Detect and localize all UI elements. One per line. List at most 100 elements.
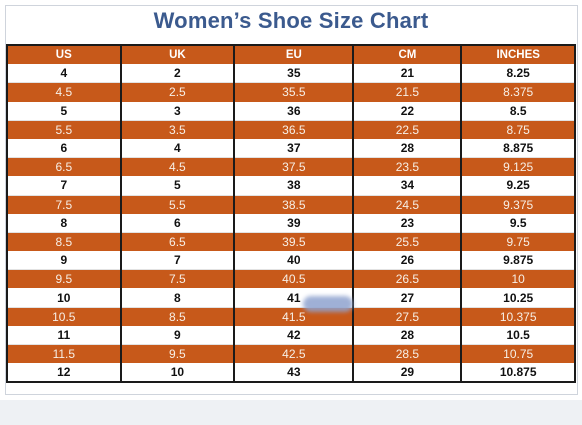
- table-row: 7 5 38 34 9.25: [6, 176, 576, 196]
- cell-cm: 28.5: [352, 344, 463, 364]
- cell-inches: 10.25: [460, 288, 576, 308]
- table-row: 4 2 35 21 8.25: [6, 64, 576, 84]
- cell-eu: 38.5: [233, 195, 355, 214]
- cell-cm: 22.5: [352, 120, 463, 139]
- cell-us: 10: [6, 288, 122, 308]
- cell-cm: 23.5: [352, 157, 463, 177]
- cell-inches: 8.25: [460, 64, 576, 84]
- cell-uk: 7.5: [119, 269, 236, 289]
- cell-inches: 10.5: [460, 325, 576, 345]
- cell-inches: 10: [460, 269, 576, 289]
- table-row: 10.5 8.5 41.5 27.5 10.375: [6, 307, 576, 326]
- cell-cm: 27.5: [352, 307, 463, 326]
- cell-eu: 42.5: [233, 344, 355, 364]
- table-row: 10 8 41 27 10.25: [6, 288, 576, 308]
- cell-cm: 24.5: [352, 195, 463, 214]
- table-row: 8.5 6.5 39.5 25.5 9.75: [6, 232, 576, 252]
- cell-us: 9.5: [6, 269, 122, 289]
- cell-uk: 6.5: [119, 232, 236, 252]
- column-header-uk: UK: [119, 43, 236, 65]
- header-row: US UK EU CM INCHES: [6, 43, 576, 65]
- bottom-margin: [0, 400, 582, 425]
- cell-uk: 10: [119, 363, 236, 384]
- cell-inches: 9.125: [460, 157, 576, 177]
- cell-cm: 21.5: [352, 82, 463, 102]
- cell-cm: 28: [352, 325, 463, 345]
- cell-cm: 25.5: [352, 232, 463, 252]
- cell-us: 11.5: [6, 344, 122, 364]
- cell-us: 10.5: [6, 307, 122, 326]
- cell-inches: 10.875: [460, 363, 576, 384]
- cell-eu: 37.5: [233, 157, 355, 177]
- column-header-us: US: [6, 43, 122, 65]
- cell-us: 8: [6, 213, 122, 233]
- cell-inches: 10.75: [460, 344, 576, 364]
- size-chart-table: US UK EU CM INCHES 4 2 35 21 8.25 4.5 2.5 35.5 2…: [6, 43, 576, 384]
- cell-uk: 6: [119, 213, 236, 233]
- cell-uk: 8.5: [119, 307, 236, 326]
- cell-us: 9: [6, 251, 122, 271]
- table-row: 5.5 3.5 36.5 22.5 8.75: [6, 120, 576, 139]
- table-row: 5 3 36 22 8.5: [6, 101, 576, 121]
- cell-us: 7: [6, 176, 122, 196]
- cell-us: 12: [6, 363, 122, 384]
- cell-us: 6.5: [6, 157, 122, 177]
- cell-eu: 42: [233, 325, 355, 345]
- table-row: 8 6 39 23 9.5: [6, 213, 576, 233]
- cell-inches: 8.875: [460, 138, 576, 159]
- cell-uk: 5.5: [119, 195, 236, 214]
- cell-inches: 8.5: [460, 101, 576, 121]
- table-row: 9.5 7.5 40.5 26.5 10: [6, 269, 576, 289]
- cell-inches: 8.375: [460, 82, 576, 102]
- cell-eu: 43: [233, 363, 355, 384]
- cell-eu: 37: [233, 138, 355, 159]
- cell-eu: 38: [233, 176, 355, 196]
- table-row: 12 10 43 29 10.875: [6, 363, 576, 384]
- cell-uk: 2: [119, 64, 236, 84]
- cell-uk: 2.5: [119, 82, 236, 102]
- cell-eu: 35: [233, 64, 355, 84]
- cell-cm: 28: [352, 138, 463, 159]
- cell-eu: 35.5: [233, 82, 355, 102]
- cell-us: 5: [6, 101, 122, 121]
- page-title: Women’s Shoe Size Chart: [153, 8, 429, 33]
- cell-inches: 9.875: [460, 251, 576, 271]
- cell-uk: 5: [119, 176, 236, 196]
- table-row: 6 4 37 28 8.875: [6, 138, 576, 159]
- cell-cm: 21: [352, 64, 463, 84]
- cell-eu: 36: [233, 101, 355, 121]
- cell-inches: 9.25: [460, 176, 576, 196]
- cell-uk: 4: [119, 138, 236, 159]
- cell-inches: 9.375: [460, 195, 576, 214]
- cell-cm: 23: [352, 213, 463, 233]
- cell-cm: 26: [352, 251, 463, 271]
- column-header-eu: EU: [233, 43, 355, 65]
- cell-inches: 9.75: [460, 232, 576, 252]
- table-row: 11 9 42 28 10.5: [6, 325, 576, 345]
- cell-cm: 22: [352, 101, 463, 121]
- table-row: 9 7 40 26 9.875: [6, 251, 576, 271]
- cell-eu: 40.5: [233, 269, 355, 289]
- cell-cm: 34: [352, 176, 463, 196]
- cell-us: 8.5: [6, 232, 122, 252]
- cell-uk: 9.5: [119, 344, 236, 364]
- cell-uk: 7: [119, 251, 236, 271]
- cell-cm: 27: [352, 288, 463, 308]
- cell-us: 7.5: [6, 195, 122, 214]
- cell-uk: 4.5: [119, 157, 236, 177]
- cell-eu: 39: [233, 213, 355, 233]
- cell-cm: 29: [352, 363, 463, 384]
- cell-eu: 36.5: [233, 120, 355, 139]
- column-header-inches: INCHES: [460, 43, 576, 65]
- cell-us: 6: [6, 138, 122, 159]
- blur-smudge: [303, 296, 353, 312]
- cell-inches: 10.375: [460, 307, 576, 326]
- cell-us: 11: [6, 325, 122, 345]
- cell-uk: 8: [119, 288, 236, 308]
- cell-inches: 8.75: [460, 120, 576, 139]
- cell-eu: 40: [233, 251, 355, 271]
- table-row: 7.5 5.5 38.5 24.5 9.375: [6, 195, 576, 214]
- table-row: 11.5 9.5 42.5 28.5 10.75: [6, 344, 576, 364]
- cell-us: 4: [6, 64, 122, 84]
- column-header-cm: CM: [352, 43, 463, 65]
